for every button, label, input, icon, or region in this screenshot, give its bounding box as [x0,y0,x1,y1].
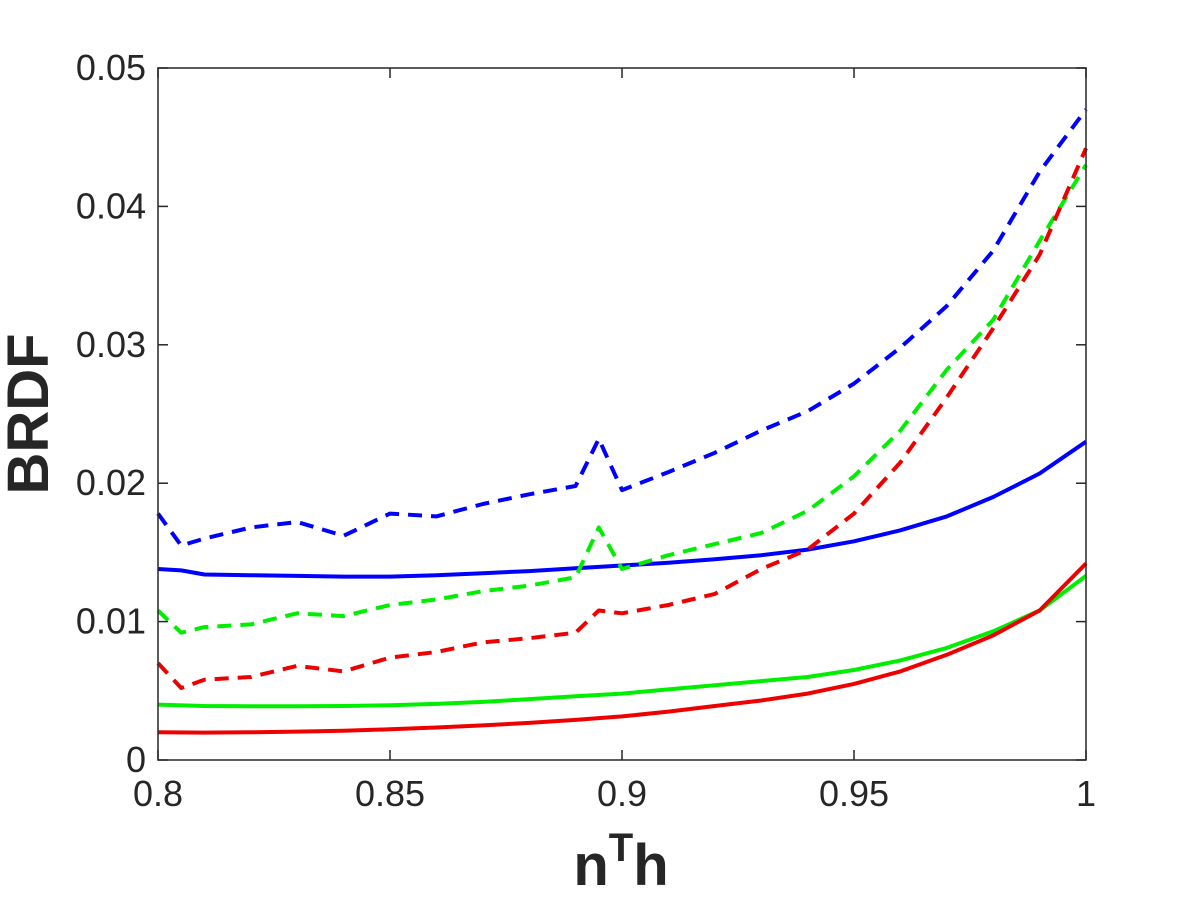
x-axis-title-base: n [573,833,608,898]
y-tick-label: 0.01 [76,601,146,642]
series-layer [156,108,1088,735]
y-tick-label: 0.04 [76,185,146,226]
y-tick-label: 0.03 [76,324,146,365]
x-axis-title-superscript: T [609,826,633,870]
x-axis-title: nTh [573,826,668,898]
series-line-5-dashed [156,163,1088,635]
x-tick-label: 1 [1076,773,1096,814]
series-line-6-dashed [156,147,1088,690]
x-axis-title-suffix: h [633,833,668,898]
x-tick-label: 0.95 [819,773,889,814]
x-tick-label: 0.85 [355,773,425,814]
series-line-2-solid [157,574,1088,709]
y-tick-label: 0 [126,739,146,780]
y-tick-label: 0.05 [76,47,146,88]
y-axis-title: BRDF [0,333,61,494]
series-line-1-solid [157,440,1088,579]
series-line-4-dashed [156,108,1088,548]
y-tick-label: 0.02 [76,462,146,503]
x-tick-label: 0.9 [597,773,647,814]
tick-layer: 0.8 0.85 0.9 0.95 1 0 0.01 0.02 0.03 0.04 0.05 [76,47,1096,814]
x-tick-label: 0.8 [133,773,183,814]
series-line-3-solid [157,562,1088,735]
